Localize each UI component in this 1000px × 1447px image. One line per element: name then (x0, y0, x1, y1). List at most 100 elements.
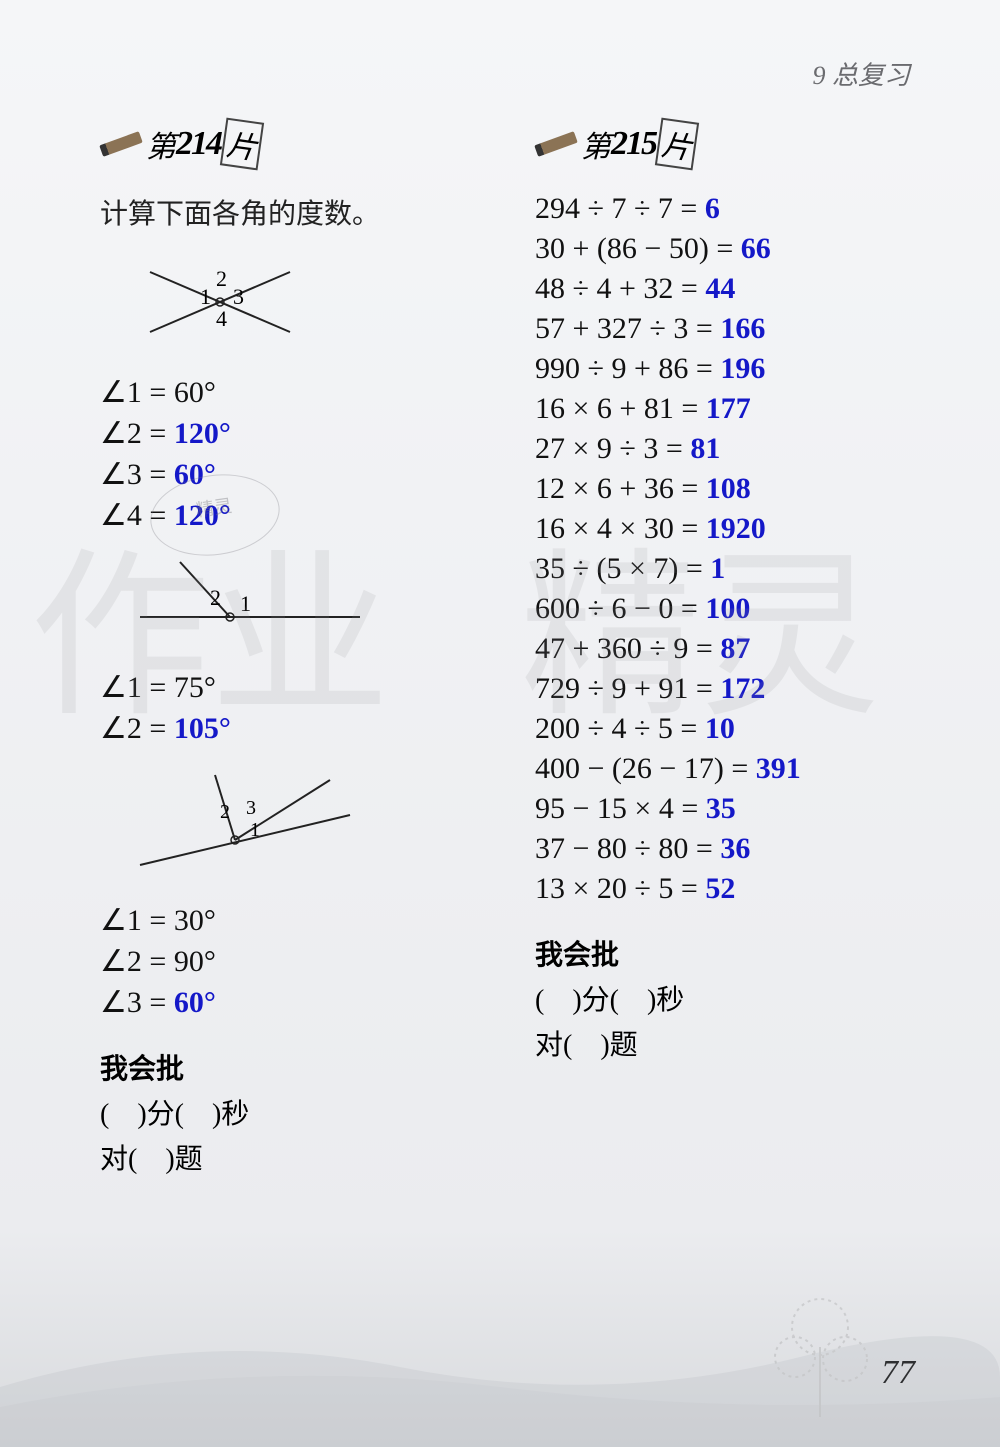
badge-prefix: 第 (581, 122, 611, 166)
badge-suffix: 片 (655, 118, 699, 171)
math-line: 95 − 15 × 4 = 35 (535, 792, 940, 826)
math-line: 37 − 80 ÷ 80 = 36 (535, 832, 940, 866)
equation-lhs: 27 × 9 ÷ 3 = (535, 432, 690, 465)
svg-text:3: 3 (233, 284, 244, 309)
equation-answer: 120° (174, 417, 231, 450)
math-line: 990 ÷ 9 + 86 = 196 (535, 352, 940, 386)
math-line: 16 × 6 + 81 = 177 (535, 392, 940, 426)
equation-lhs: 729 ÷ 9 + 91 = (535, 672, 720, 705)
equation-answer: 36 (720, 832, 750, 865)
math-line: 35 ÷ (5 × 7) = 1 (535, 552, 940, 586)
equation-lhs: ∠1 = 60° (100, 376, 216, 409)
badge-prefix: 第 (146, 122, 176, 166)
equation-lhs: 400 − (26 − 17) = (535, 752, 756, 785)
equation-lhs: 16 × 4 × 30 = (535, 512, 706, 545)
scoring-time: ( )分( )秒 (535, 979, 940, 1024)
chapter-num: 9 (812, 61, 825, 90)
math-line: ∠1 = 60° (100, 375, 505, 410)
equation-lhs: 30 + (86 − 50) = (535, 232, 741, 265)
svg-text:2: 2 (220, 801, 230, 823)
equation-lhs: ∠1 = 75° (100, 671, 216, 704)
equation-lhs: 47 + 360 ÷ 9 = (535, 632, 720, 665)
equation-list: 294 ÷ 7 ÷ 7 = 630 + (86 − 50) = 6648 ÷ 4… (535, 192, 940, 906)
scoring-title: 我会批 (100, 1048, 505, 1093)
equation-answer: 391 (756, 752, 801, 785)
equation-lhs: 16 × 6 + 81 = (535, 392, 706, 425)
equation-lhs: ∠3 = (100, 458, 174, 491)
equation-answer: 81 (690, 432, 720, 465)
equation-answer: 60° (174, 986, 216, 1019)
math-line: 16 × 4 × 30 = 1920 (535, 512, 940, 546)
equation-answer: 35 (706, 792, 736, 825)
math-line: ∠2 = 90° (100, 944, 505, 979)
math-line: 400 − (26 − 17) = 391 (535, 752, 940, 786)
equation-lhs: ∠2 = (100, 417, 174, 450)
math-line: 200 ÷ 4 ÷ 5 = 10 (535, 712, 940, 746)
scoring-correct: 对( )题 (535, 1024, 940, 1069)
equation-lhs: 35 ÷ (5 × 7) = (535, 552, 710, 585)
math-line: ∠1 = 75° (100, 670, 505, 705)
equation-answer: 100 (705, 592, 750, 625)
math-line: 57 + 327 ÷ 3 = 166 (535, 312, 940, 346)
equation-lhs: ∠3 = (100, 986, 174, 1019)
equation-answer: 87 (720, 632, 750, 665)
badge-suffix: 片 (220, 118, 264, 171)
math-line: 12 × 6 + 36 = 108 (535, 472, 940, 506)
math-line: 30 + (86 − 50) = 66 (535, 232, 940, 266)
svg-text:2: 2 (216, 266, 227, 291)
equation-lhs: 294 ÷ 7 ÷ 7 = (535, 192, 705, 225)
equation-answer: 105° (174, 712, 231, 745)
equation-lhs: 200 ÷ 4 ÷ 5 = (535, 712, 705, 745)
equation-lhs: 600 ÷ 6 − 0 = (535, 592, 705, 625)
equation-lhs: ∠1 = 30° (100, 904, 216, 937)
equation-answer: 1 (710, 552, 725, 585)
svg-text:4: 4 (216, 306, 227, 331)
scoring-correct: 对( )题 (100, 1138, 505, 1183)
equation-answer: 172 (720, 672, 765, 705)
svg-text:1: 1 (200, 284, 211, 309)
badge-214: 第 214 片 (100, 120, 505, 168)
math-line: ∠3 = 60° (100, 457, 505, 492)
math-line: 294 ÷ 7 ÷ 7 = 6 (535, 192, 940, 226)
math-line: 600 ÷ 6 − 0 = 100 (535, 592, 940, 626)
math-line: 47 + 360 ÷ 9 = 87 (535, 632, 940, 666)
angle-diagram-1: 1 2 3 4 (130, 252, 505, 357)
equation-answer: 60° (174, 458, 216, 491)
angle-group-2: ∠1 = 75° ∠2 = 105° (100, 670, 505, 746)
equation-lhs: 13 × 20 ÷ 5 = (535, 872, 705, 905)
pencil-icon (534, 131, 578, 157)
math-line: ∠4 = 120° (100, 498, 505, 533)
equation-answer: 66 (741, 232, 771, 265)
equation-answer: 120° (174, 499, 231, 532)
column-214: 第 214 片 计算下面各角的度数。 1 2 3 4 ∠1 = 60°∠2 = … (100, 120, 525, 1182)
equation-answer: 10 (705, 712, 735, 745)
svg-text:1: 1 (250, 819, 260, 841)
badge-number: 215 (611, 125, 656, 163)
svg-text:3: 3 (246, 797, 256, 819)
badge-215: 第 215 片 (535, 120, 940, 168)
equation-answer: 108 (706, 472, 751, 505)
chapter-header: 9 总复习 (812, 55, 910, 92)
angle-group-3: ∠1 = 30° ∠2 = 90° ∠3 = 60° (100, 903, 505, 1020)
equation-lhs: ∠2 = 90° (100, 945, 216, 978)
equation-answer: 177 (706, 392, 751, 425)
scoring-left: 我会批 ( )分( )秒 对( )题 (100, 1048, 505, 1182)
scoring-right: 我会批 ( )分( )秒 对( )题 (535, 934, 940, 1068)
equation-answer: 44 (705, 272, 735, 305)
angle-diagram-2: 1 2 (130, 557, 505, 652)
equation-lhs: ∠2 = (100, 712, 174, 745)
equation-lhs: 37 − 80 ÷ 80 = (535, 832, 720, 865)
equation-answer: 52 (705, 872, 735, 905)
scoring-title: 我会批 (535, 934, 940, 979)
footer-decoration (0, 1267, 1000, 1447)
chapter-title: 总复习 (832, 61, 910, 90)
equation-answer: 166 (720, 312, 765, 345)
angle-diagram-3: 1 2 3 (130, 770, 505, 885)
equation-lhs: 95 − 15 × 4 = (535, 792, 706, 825)
equation-answer: 6 (705, 192, 720, 225)
math-line: ∠3 = 60° (100, 985, 505, 1020)
svg-text:1: 1 (240, 591, 251, 616)
math-line: ∠1 = 30° (100, 903, 505, 938)
scoring-time: ( )分( )秒 (100, 1093, 505, 1138)
pencil-icon (99, 131, 143, 157)
